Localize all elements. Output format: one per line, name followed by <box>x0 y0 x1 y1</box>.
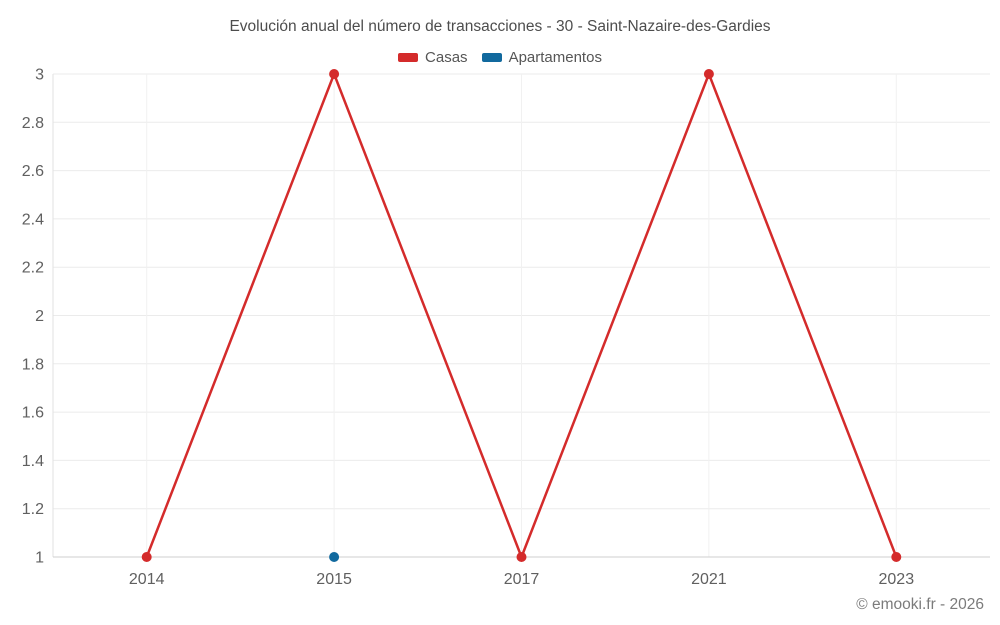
casas-data-point[interactable] <box>141 552 152 562</box>
y-tick-label: 2.2 <box>22 260 44 277</box>
apartamentos-legend-swatch-icon <box>481 52 502 62</box>
x-tick-label: 2014 <box>129 571 165 588</box>
y-tick-label: 2.8 <box>22 115 44 132</box>
x-tick-label: 2021 <box>691 571 727 588</box>
y-tick-label: 2 <box>35 308 44 325</box>
casas-data-point[interactable] <box>891 552 902 562</box>
casas-legend-swatch-icon <box>398 52 419 62</box>
y-tick-label: 3 <box>35 67 44 84</box>
casas-legend-label: Casas <box>425 48 468 66</box>
x-tick-label: 2015 <box>316 571 352 588</box>
casas-data-point[interactable] <box>329 69 340 79</box>
credit-text: © emooki.fr - 2026 <box>856 596 984 613</box>
y-tick-label: 2.6 <box>22 163 44 180</box>
casas-data-point[interactable] <box>516 552 527 562</box>
y-tick-label: 1.2 <box>22 501 44 518</box>
casas-data-point[interactable] <box>703 69 714 79</box>
y-tick-label: 2.4 <box>22 211 44 228</box>
x-tick-label: 2017 <box>504 571 540 588</box>
legend: Casas Apartamentos <box>0 46 1000 68</box>
apartamentos-legend-label: Apartamentos <box>508 48 602 66</box>
x-tick-label: 2023 <box>879 571 915 588</box>
legend-item-casas[interactable]: Casas <box>398 49 468 66</box>
apartamentos-data-point[interactable] <box>329 552 340 562</box>
y-tick-label: 1 <box>35 550 44 567</box>
y-tick-label: 1.6 <box>22 405 44 422</box>
legend-item-apartamentos[interactable]: Apartamentos <box>481 48 602 66</box>
y-tick-label: 1.4 <box>22 453 44 470</box>
chart-title: Evolución anual del número de transaccio… <box>229 18 771 35</box>
y-tick-label: 1.8 <box>22 356 44 373</box>
